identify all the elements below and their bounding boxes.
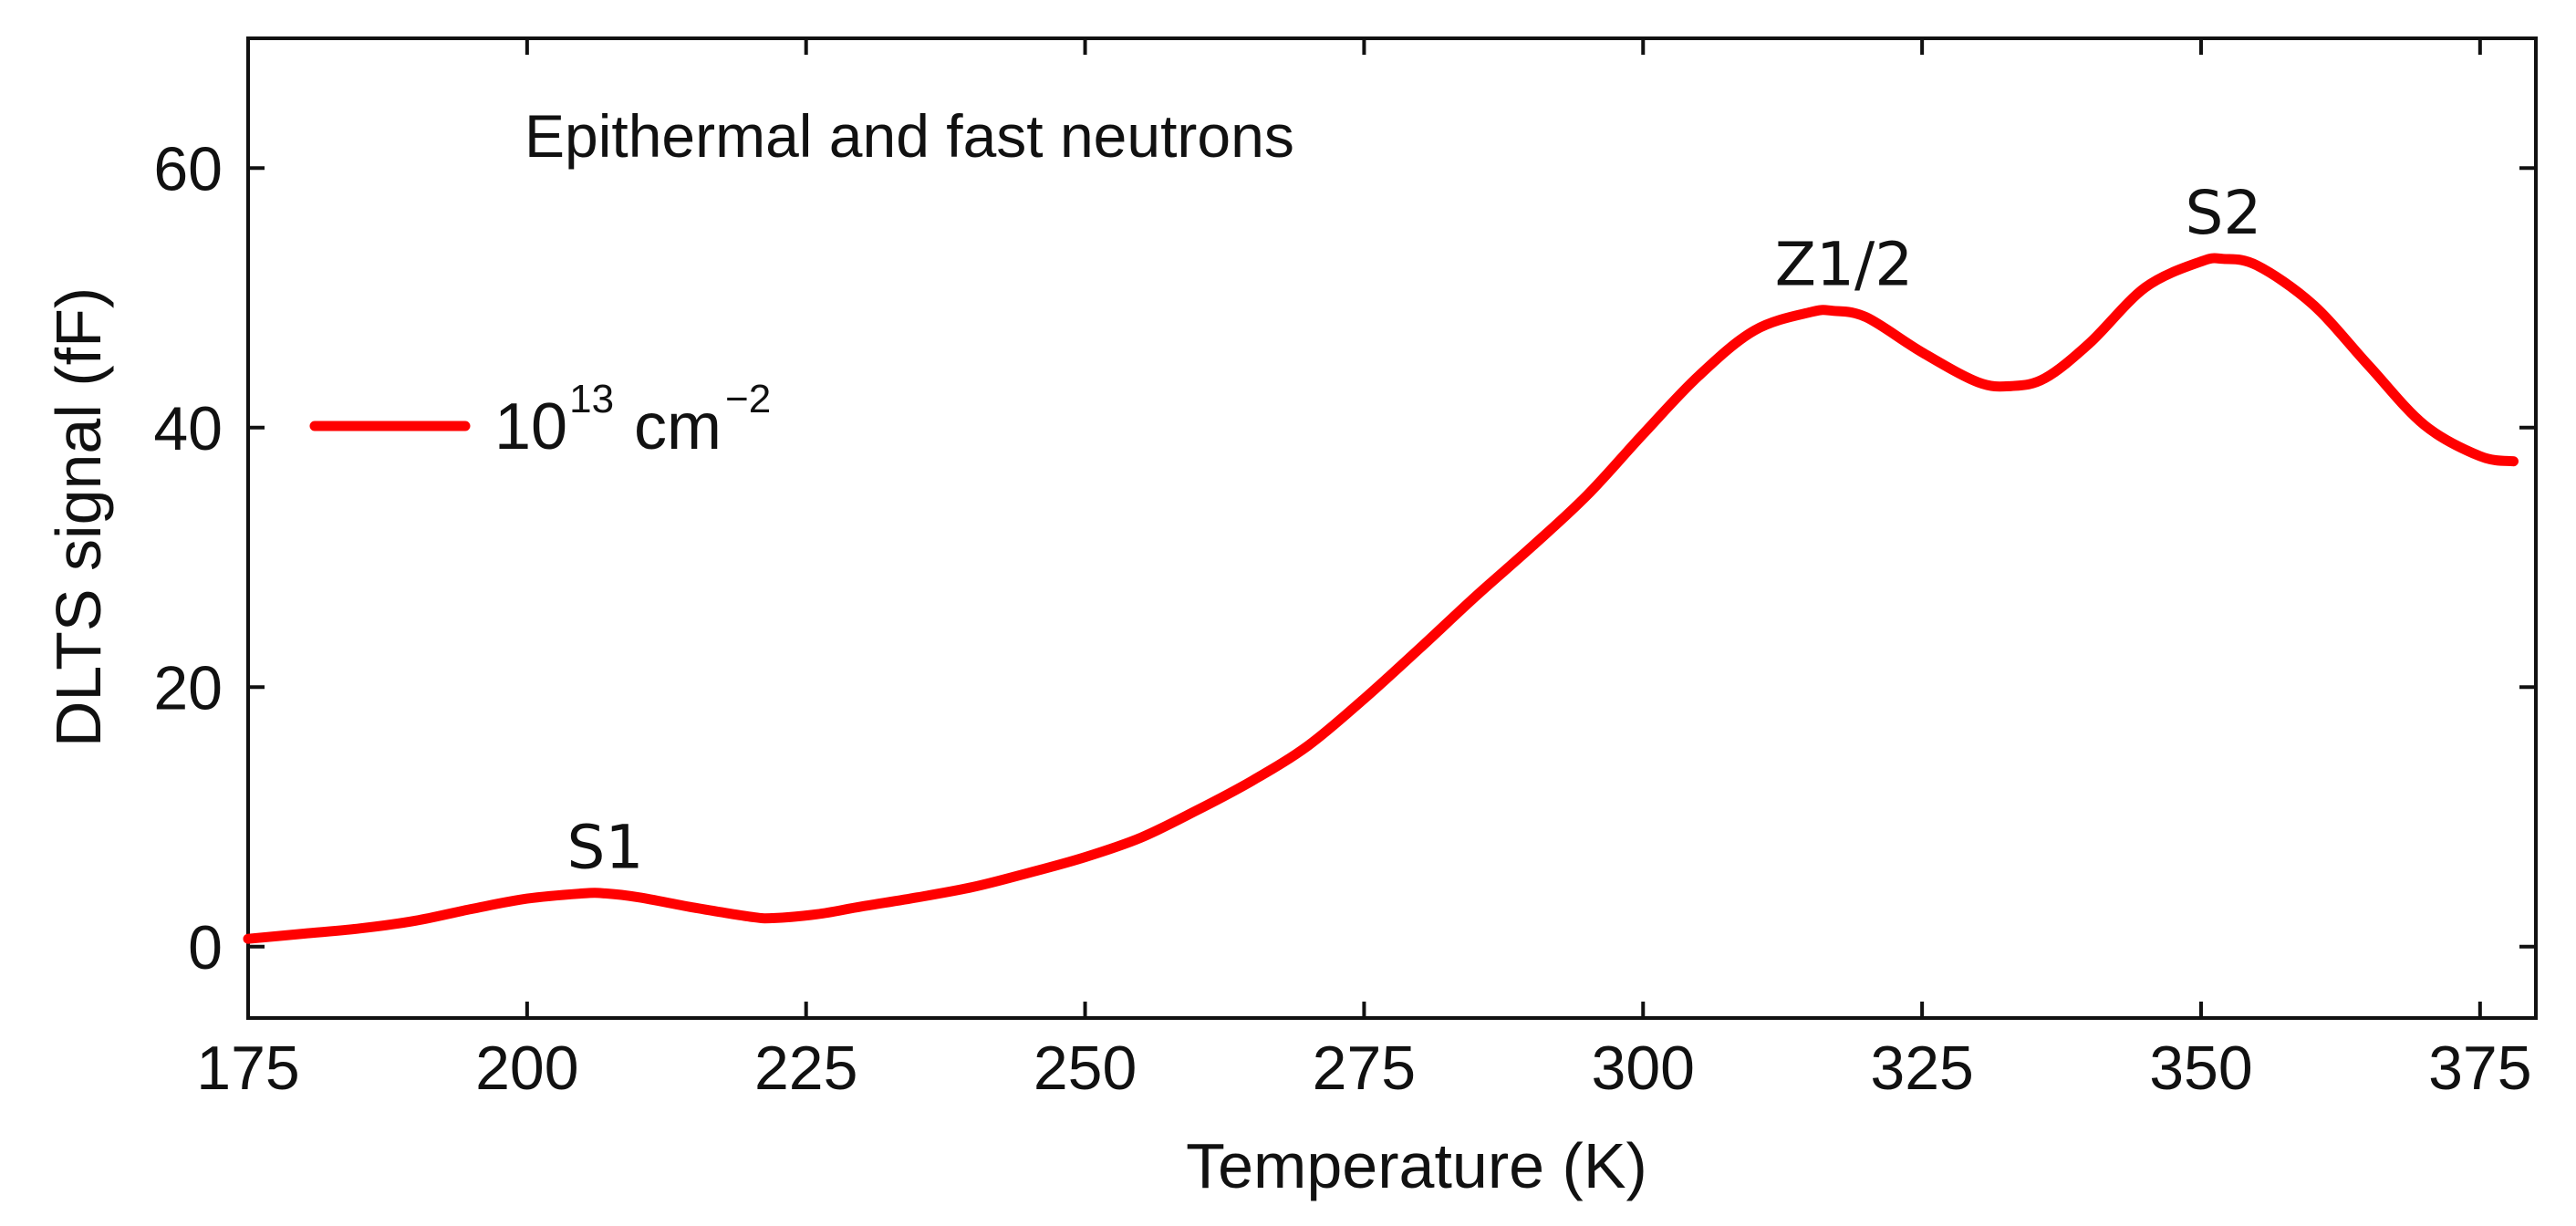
x-tick-label-300: 300: [1592, 1034, 1695, 1103]
y-tick-label-0: 0: [188, 913, 223, 982]
axes: [246, 36, 2538, 1020]
ticks: 175 200 225 250 275 300 325 350 375 0 20 40 60: [153, 38, 2536, 1103]
legend-label: 1013 cm−2: [494, 377, 771, 463]
x-axis-title: Temperature (K): [1186, 1130, 1647, 1201]
chart-title: Epithermal and fast neutrons: [525, 102, 1294, 170]
annotation-s2: S2: [2185, 178, 2261, 248]
x-tick-label-350: 350: [2149, 1034, 2252, 1103]
legend-exp: 13: [569, 377, 614, 421]
plot-frame: [246, 36, 2538, 1020]
annotation-s1: S1: [567, 812, 644, 882]
x-tick-label-175: 175: [196, 1034, 299, 1103]
series: [243, 253, 2519, 944]
annotation-z1-2: Z1/2: [1775, 230, 1913, 300]
annotations: S1 Z1/2 S2: [567, 178, 2262, 883]
x-tick-label-225: 225: [754, 1034, 857, 1103]
series-line-0: [243, 253, 2519, 944]
legend-unit-exp: −2: [725, 377, 771, 421]
legend-base: 10: [494, 390, 567, 463]
x-tick-label-250: 250: [1034, 1034, 1137, 1103]
x-tick-label-375: 375: [2428, 1034, 2531, 1103]
legend-unit: cm: [634, 390, 722, 463]
y-tick-label-20: 20: [153, 653, 223, 722]
x-tick-label-200: 200: [475, 1034, 578, 1103]
legend: 1013 cm−2: [309, 377, 771, 463]
y-axis-title: DLTS signal (fF): [43, 287, 114, 747]
x-tick-label-275: 275: [1313, 1034, 1416, 1103]
y-tick-label-40: 40: [153, 394, 223, 463]
y-tick-label-60: 60: [153, 134, 223, 203]
x-tick-label-325: 325: [1870, 1034, 1973, 1103]
